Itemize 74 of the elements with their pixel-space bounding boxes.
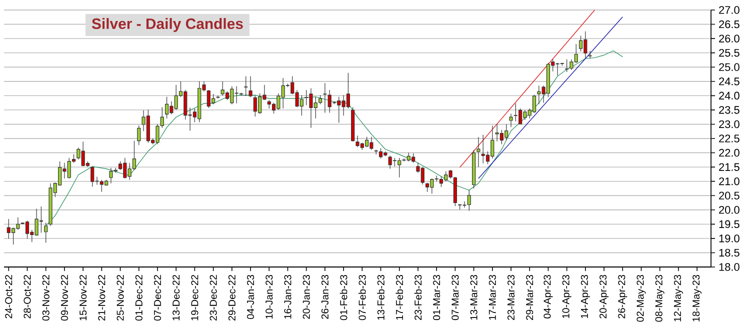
x-tick-label: 18-May-23: [692, 274, 702, 322]
x-tick-label: 01-Feb-23: [340, 274, 348, 320]
text: Silver - Daily Candles: [92, 18, 243, 32]
x-tick-label: 26-Jan-23: [321, 274, 328, 319]
y-tick-label: 18.5: [719, 248, 740, 257]
x-tick-label: 01-Dec-22: [135, 275, 142, 321]
x-tick-label: 07-Dec-22: [154, 275, 162, 321]
x-tick-label: 07-Mar-23: [452, 274, 459, 320]
x-tick-label: 13-Feb-23: [377, 274, 384, 320]
x-tick-label: 21-Nov-22: [98, 275, 106, 321]
x-tick-label: 28-Oct-22: [24, 275, 31, 318]
x-tick-label: 17-Feb-23: [396, 274, 404, 320]
x-tick-label: 23-Mar-23: [507, 274, 515, 320]
y-tick-label: 23.5: [719, 106, 740, 114]
x-tick-label: 12-May-23: [674, 274, 683, 322]
candlestick: [578, 35, 583, 52]
candlestick: [565, 59, 569, 72]
x-tick-label: 13-Dec-22: [172, 275, 180, 320]
y-tick-label: 21.5: [719, 163, 740, 171]
x-tick-label: 10-Apr-23: [562, 274, 572, 318]
y-tick-label: 25.0: [719, 63, 740, 71]
x-tick-label: 07-Feb-23: [358, 274, 366, 320]
y-tick-label: 19.5: [719, 220, 740, 228]
x-tick-label: 13-Mar-23: [470, 274, 478, 320]
x-tick-label: 10-Jan-23: [266, 274, 273, 319]
candlestick: [248, 76, 252, 98]
y-tick-label: 24.5: [719, 78, 740, 86]
x-tick-label: 09-Nov-22: [60, 275, 68, 321]
candlestick: [532, 94, 536, 114]
candlestick: [323, 82, 327, 114]
y-tick-label: 24.0: [719, 92, 740, 100]
y-tick-label: 22.5: [719, 134, 740, 142]
x-tick-label: 19-Dec-22: [191, 275, 198, 320]
y-tick-label: 20.0: [719, 206, 740, 214]
x-tick-label: 23-Dec-22: [210, 275, 217, 321]
x-tick-label: 29-Mar-23: [526, 274, 534, 320]
candlestick: [476, 136, 480, 168]
x-tick-label: 14-Apr-23: [580, 274, 590, 318]
x-tick-label: 08-May-23: [655, 274, 664, 322]
candlestick: [137, 125, 141, 146]
x-tick-label: 03-Nov-22: [42, 275, 50, 321]
x-tick-label: 29-Dec-22: [228, 275, 236, 321]
y-tick-label: 26.0: [719, 34, 740, 42]
x-tick-label: 02-May-23: [636, 274, 646, 322]
candlestick: [244, 76, 248, 96]
x-tick-label: 26-Apr-23: [618, 274, 628, 318]
candlestick: [160, 106, 164, 128]
candlestick: [439, 176, 444, 188]
x-tick-label: 23-Feb-23: [414, 274, 422, 320]
x-tick-label: 15-Nov-22: [80, 275, 87, 320]
x-tick-label: 16-Jan-23: [284, 274, 292, 319]
x-tick-label: 04-Apr-23: [544, 274, 553, 318]
x-tick-label: 17-Mar-23: [488, 274, 496, 320]
y-tick-label: 21.0: [719, 177, 740, 186]
candlestick: [25, 220, 30, 240]
x-tick-label: 20-Apr-23: [600, 274, 609, 318]
candlestick: [588, 50, 592, 59]
y-tick-label: 19.0: [719, 234, 740, 242]
y-tick-label: 27.0: [719, 6, 740, 14]
x-tick-label: 24-Oct-22: [5, 275, 12, 318]
candlestick: [509, 113, 513, 128]
candlestick: [425, 182, 430, 192]
y-tick-label: 25.5: [719, 48, 740, 57]
x-tick-label: 04-Jan-23: [247, 274, 254, 319]
y-tick-label: 26.5: [719, 20, 740, 28]
x-tick-label: 20-Jan-23: [302, 274, 310, 319]
x-tick-label: 25-Nov-22: [116, 275, 124, 321]
candlestick: [378, 148, 383, 159]
y-tick-label: 23.0: [719, 120, 740, 128]
y-tick-label: 22.0: [719, 148, 740, 157]
x-tick-label: 01-Mar-23: [433, 274, 440, 320]
y-tick-label: 20.5: [719, 192, 740, 200]
candlestick: [44, 222, 48, 244]
y-tick-label: 18.0: [719, 263, 740, 271]
